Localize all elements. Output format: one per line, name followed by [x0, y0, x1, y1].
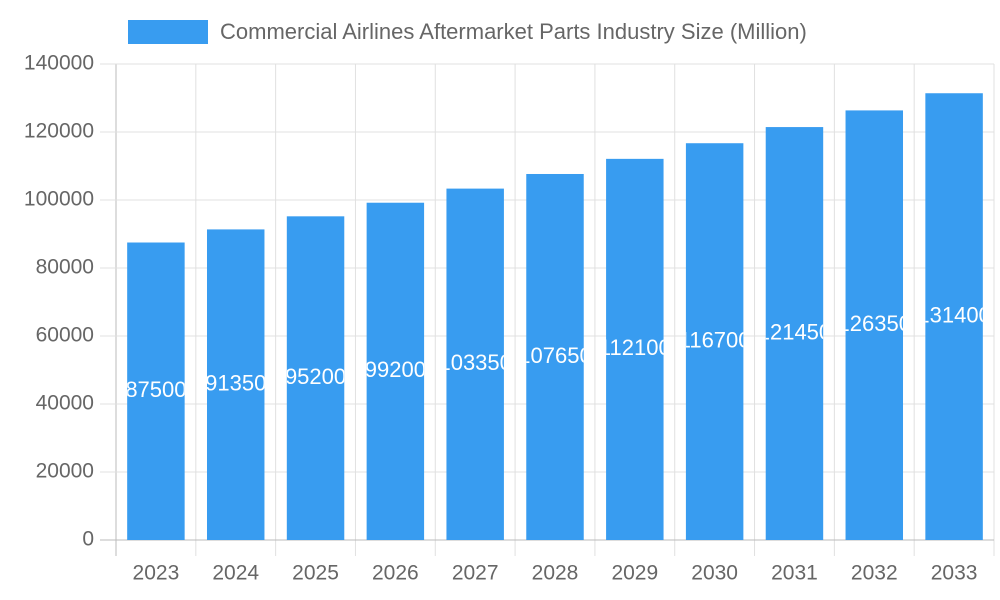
data-label: 95200 [285, 364, 346, 389]
data-label: 126350 [838, 311, 911, 336]
bar [127, 242, 185, 540]
data-label: 131400 [917, 302, 990, 327]
x-tick-label: 2024 [212, 562, 259, 585]
bar [685, 143, 744, 540]
y-tick-label: 0 [82, 528, 94, 551]
bar [446, 188, 504, 541]
x-tick-label: 2026 [372, 562, 419, 585]
data-label: 121450 [758, 319, 831, 344]
data-label: 107650 [518, 343, 591, 368]
y-tick-label: 140000 [24, 52, 94, 75]
y-tick-label: 20000 [36, 460, 94, 483]
bar [206, 229, 265, 540]
bar [526, 173, 584, 541]
x-tick-label: 2025 [292, 562, 339, 585]
y-tick-label: 40000 [36, 392, 94, 415]
y-tick-label: 60000 [36, 324, 94, 347]
x-tick-label: 2030 [691, 562, 738, 585]
bar [286, 216, 345, 540]
x-tick-label: 2031 [771, 562, 818, 585]
x-tick-label: 2033 [931, 562, 978, 585]
y-tick-label: 120000 [24, 120, 94, 143]
x-tick-label: 2032 [851, 562, 898, 585]
data-label: 87500 [125, 377, 186, 402]
x-tick-label: 2027 [452, 562, 499, 585]
x-tick-label: 2023 [133, 562, 180, 585]
bar [845, 110, 904, 540]
bar [366, 202, 425, 540]
data-label: 99200 [365, 357, 426, 382]
bar [765, 127, 824, 540]
data-label: 112100 [599, 335, 671, 360]
bar [606, 158, 664, 541]
x-tick-label: 2028 [532, 562, 579, 585]
data-label: 91350 [205, 371, 266, 396]
legend-label: Commercial Airlines Aftermarket Parts In… [220, 19, 807, 44]
data-label: 103350 [438, 350, 511, 375]
y-tick-label: 80000 [36, 256, 94, 279]
bar [925, 93, 983, 541]
data-label: 116700 [679, 327, 751, 352]
legend-swatch [128, 20, 208, 44]
x-tick-label: 2029 [611, 562, 658, 585]
y-tick-label: 100000 [24, 188, 94, 211]
